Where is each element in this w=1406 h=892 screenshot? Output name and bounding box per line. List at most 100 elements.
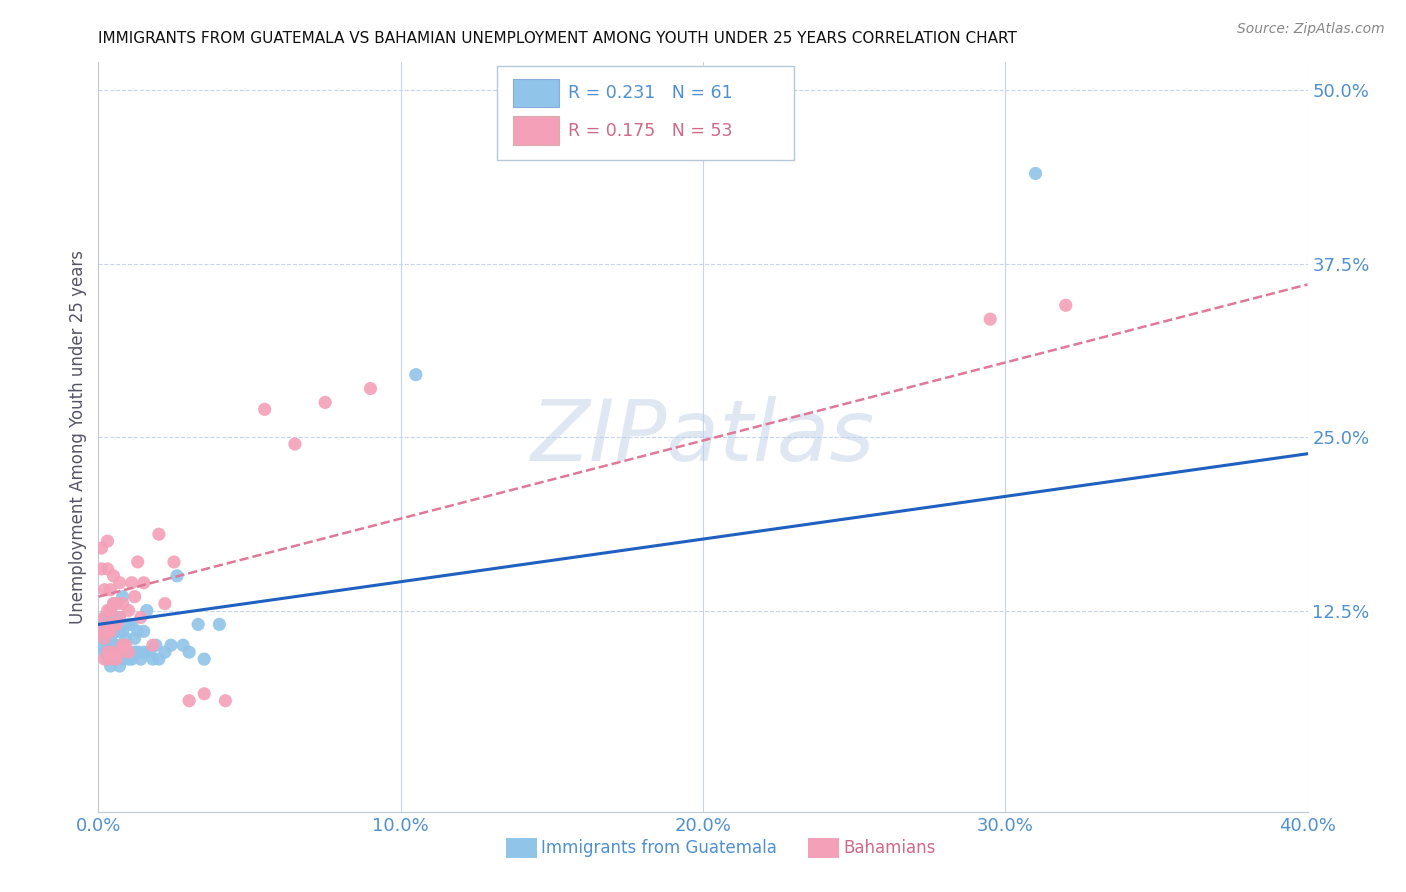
Point <box>90 624 112 639</box>
Point <box>142 652 165 666</box>
Point <box>121 617 143 632</box>
Point <box>108 610 131 624</box>
Point <box>127 624 149 639</box>
Point <box>96 624 118 639</box>
Point <box>100 603 122 617</box>
Point <box>124 645 146 659</box>
Point <box>108 659 131 673</box>
Point <box>108 575 131 590</box>
Y-axis label: Unemployment Among Youth under 25 years: Unemployment Among Youth under 25 years <box>69 250 87 624</box>
Point <box>103 638 125 652</box>
Point <box>103 597 125 611</box>
Point <box>96 610 118 624</box>
Point <box>314 395 336 409</box>
Text: Source: ZipAtlas.com: Source: ZipAtlas.com <box>1237 22 1385 37</box>
Point <box>90 541 112 555</box>
Point <box>96 652 118 666</box>
Point <box>90 562 112 576</box>
Point <box>93 632 115 646</box>
Point <box>100 624 122 639</box>
Point <box>127 645 149 659</box>
Point <box>96 624 118 639</box>
Point <box>93 617 115 632</box>
Point <box>979 312 1001 326</box>
Point <box>132 645 155 659</box>
Point <box>127 555 149 569</box>
Point <box>118 652 141 666</box>
Point <box>108 645 131 659</box>
Point <box>93 582 115 597</box>
Point <box>96 603 118 617</box>
Point <box>172 638 194 652</box>
Point <box>105 617 128 632</box>
Point <box>153 645 176 659</box>
Text: R = 0.231   N = 61: R = 0.231 N = 61 <box>568 84 733 103</box>
Point <box>187 617 209 632</box>
FancyBboxPatch shape <box>498 66 793 160</box>
Text: Bahamians: Bahamians <box>844 839 936 857</box>
Point <box>103 617 125 632</box>
Point <box>1054 298 1077 312</box>
Point <box>93 645 115 659</box>
Point <box>114 638 136 652</box>
Point <box>111 638 134 652</box>
Point <box>108 610 131 624</box>
Point <box>90 624 112 639</box>
Point <box>103 645 125 659</box>
Point <box>100 582 122 597</box>
Point <box>108 645 131 659</box>
Point <box>103 624 125 639</box>
Point <box>129 652 152 666</box>
Point <box>121 575 143 590</box>
Point <box>163 555 186 569</box>
Point <box>111 597 134 611</box>
Point <box>93 610 115 624</box>
Point <box>405 368 427 382</box>
Point <box>193 652 215 666</box>
Point <box>118 617 141 632</box>
Point <box>360 382 382 396</box>
Point <box>139 645 162 659</box>
Point <box>96 645 118 659</box>
Point <box>179 694 201 708</box>
Point <box>100 652 122 666</box>
Point <box>96 638 118 652</box>
Point <box>105 617 128 632</box>
Point <box>284 437 307 451</box>
Point <box>100 632 122 646</box>
Point <box>135 603 157 617</box>
Point <box>103 617 125 632</box>
Point <box>145 638 167 652</box>
Point <box>100 659 122 673</box>
Point <box>96 562 118 576</box>
Point <box>96 617 118 632</box>
Point <box>105 652 128 666</box>
Point <box>166 569 188 583</box>
Point <box>103 652 125 666</box>
Point <box>105 638 128 652</box>
Point <box>114 632 136 646</box>
Point <box>142 638 165 652</box>
Point <box>153 597 176 611</box>
Point <box>160 638 183 652</box>
Point <box>108 624 131 639</box>
Text: IMMIGRANTS FROM GUATEMALA VS BAHAMIAN UNEMPLOYMENT AMONG YOUTH UNDER 25 YEARS CO: IMMIGRANTS FROM GUATEMALA VS BAHAMIAN UN… <box>98 31 1018 46</box>
Point <box>179 645 201 659</box>
Point <box>193 687 215 701</box>
Point <box>105 624 128 639</box>
Point <box>103 597 125 611</box>
Point <box>100 603 122 617</box>
Point <box>111 624 134 639</box>
Point <box>114 645 136 659</box>
Text: R = 0.175   N = 53: R = 0.175 N = 53 <box>568 121 733 140</box>
Point <box>118 603 141 617</box>
Point <box>96 534 118 549</box>
Point <box>208 617 231 632</box>
Point <box>132 624 155 639</box>
Point <box>105 597 128 611</box>
Point <box>111 590 134 604</box>
Point <box>100 624 122 639</box>
Point <box>1024 166 1046 180</box>
Point <box>124 632 146 646</box>
Point <box>93 652 115 666</box>
